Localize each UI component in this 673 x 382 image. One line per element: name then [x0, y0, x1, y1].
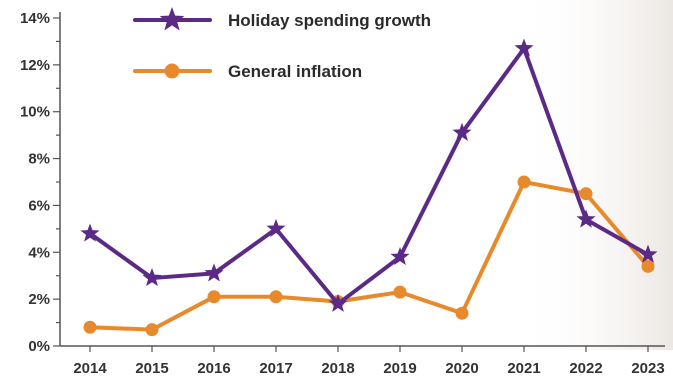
axes: 0% 2% 4% 6% 8% 10% 12% 14% 2014 2015 2016 2017 2018 2… [20, 10, 665, 377]
x-tick-label: 2019 [383, 360, 416, 377]
y-tick-label: 2% [28, 291, 50, 308]
background-photo-fade [520, 0, 673, 350]
data-point-star [452, 122, 472, 141]
legend-circle-marker [164, 63, 180, 79]
series-inflation [83, 175, 655, 337]
legend-item-spending: Holiday spending growth [133, 7, 431, 31]
x-tick-label: 2015 [135, 360, 168, 377]
data-point-circle [83, 320, 97, 334]
data-point-star [80, 223, 100, 242]
y-tick-label: 14% [20, 10, 50, 27]
x-tick-label: 2023 [631, 360, 664, 377]
data-point-star [390, 246, 410, 266]
data-point-circle [207, 290, 221, 304]
series-line-inflation [88, 180, 650, 332]
data-point-star [142, 268, 162, 287]
data-point-star [328, 293, 348, 312]
y-tick-label: 0% [28, 338, 50, 355]
x-tick-label: 2020 [445, 360, 478, 377]
y-tick-label: 10% [20, 104, 50, 121]
data-point-star [514, 38, 534, 57]
y-tick-label: 6% [28, 197, 50, 214]
data-point-star [266, 218, 286, 237]
series-line-spending [88, 46, 650, 306]
data-point-circle [145, 323, 159, 337]
x-tick-label: 2021 [507, 360, 540, 377]
legend-label-spending: Holiday spending growth [228, 11, 431, 30]
legend: Holiday spending growth General inflation [133, 7, 431, 81]
series-spending [80, 38, 658, 312]
data-point-circle [269, 290, 283, 304]
data-point-circle [579, 187, 593, 201]
data-point-circle [393, 285, 407, 299]
x-tick-label: 2018 [321, 360, 354, 377]
x-tick-label: 2022 [569, 360, 602, 377]
y-tick-label: 4% [28, 244, 50, 261]
legend-star-marker [159, 7, 185, 31]
data-point-circle [641, 259, 655, 273]
data-point-circle [455, 306, 469, 320]
x-tick-label: 2016 [197, 360, 230, 377]
data-point-circle [517, 175, 531, 189]
x-tick-label: 2017 [259, 360, 292, 377]
y-tick-label: 12% [20, 57, 50, 74]
y-tick-label: 8% [28, 151, 50, 168]
data-point-star [204, 263, 224, 282]
legend-item-inflation: General inflation [133, 62, 362, 81]
legend-label-inflation: General inflation [228, 62, 362, 81]
data-point-star [576, 209, 596, 228]
data-point-star [638, 244, 658, 263]
series-group [80, 38, 658, 337]
x-tick-label: 2014 [73, 360, 107, 377]
